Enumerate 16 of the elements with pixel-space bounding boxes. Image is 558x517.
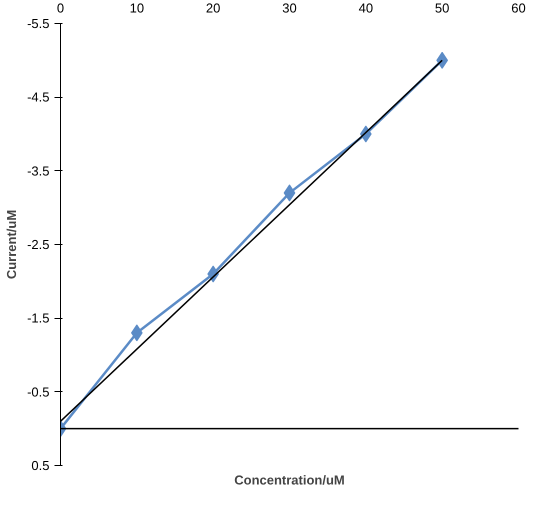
x-axis-title: Concentration/uM	[234, 472, 345, 488]
y-axis-title: Current/uM	[4, 210, 20, 280]
x-tick-label: 0	[56, 0, 64, 16]
x-tick-label: 60	[511, 0, 526, 16]
x-tick-label: 40	[358, 0, 374, 16]
y-tick-label: -1.5	[27, 310, 50, 326]
x-tick-label: 20	[206, 0, 220, 16]
x-tick-label: 10	[130, 0, 144, 16]
y-tick-label: -0.5	[27, 384, 50, 400]
y-tick-label: -2.5	[27, 237, 50, 252]
y-tick-label: -4.5	[27, 90, 50, 105]
y-tick-label: 0.5	[31, 458, 50, 473]
x-tick-label: 30	[282, 0, 297, 16]
y-tick-label: -3.5	[27, 163, 50, 178]
x-tick-label: 50	[434, 0, 450, 16]
y-tick-label: -5.5	[27, 16, 50, 31]
